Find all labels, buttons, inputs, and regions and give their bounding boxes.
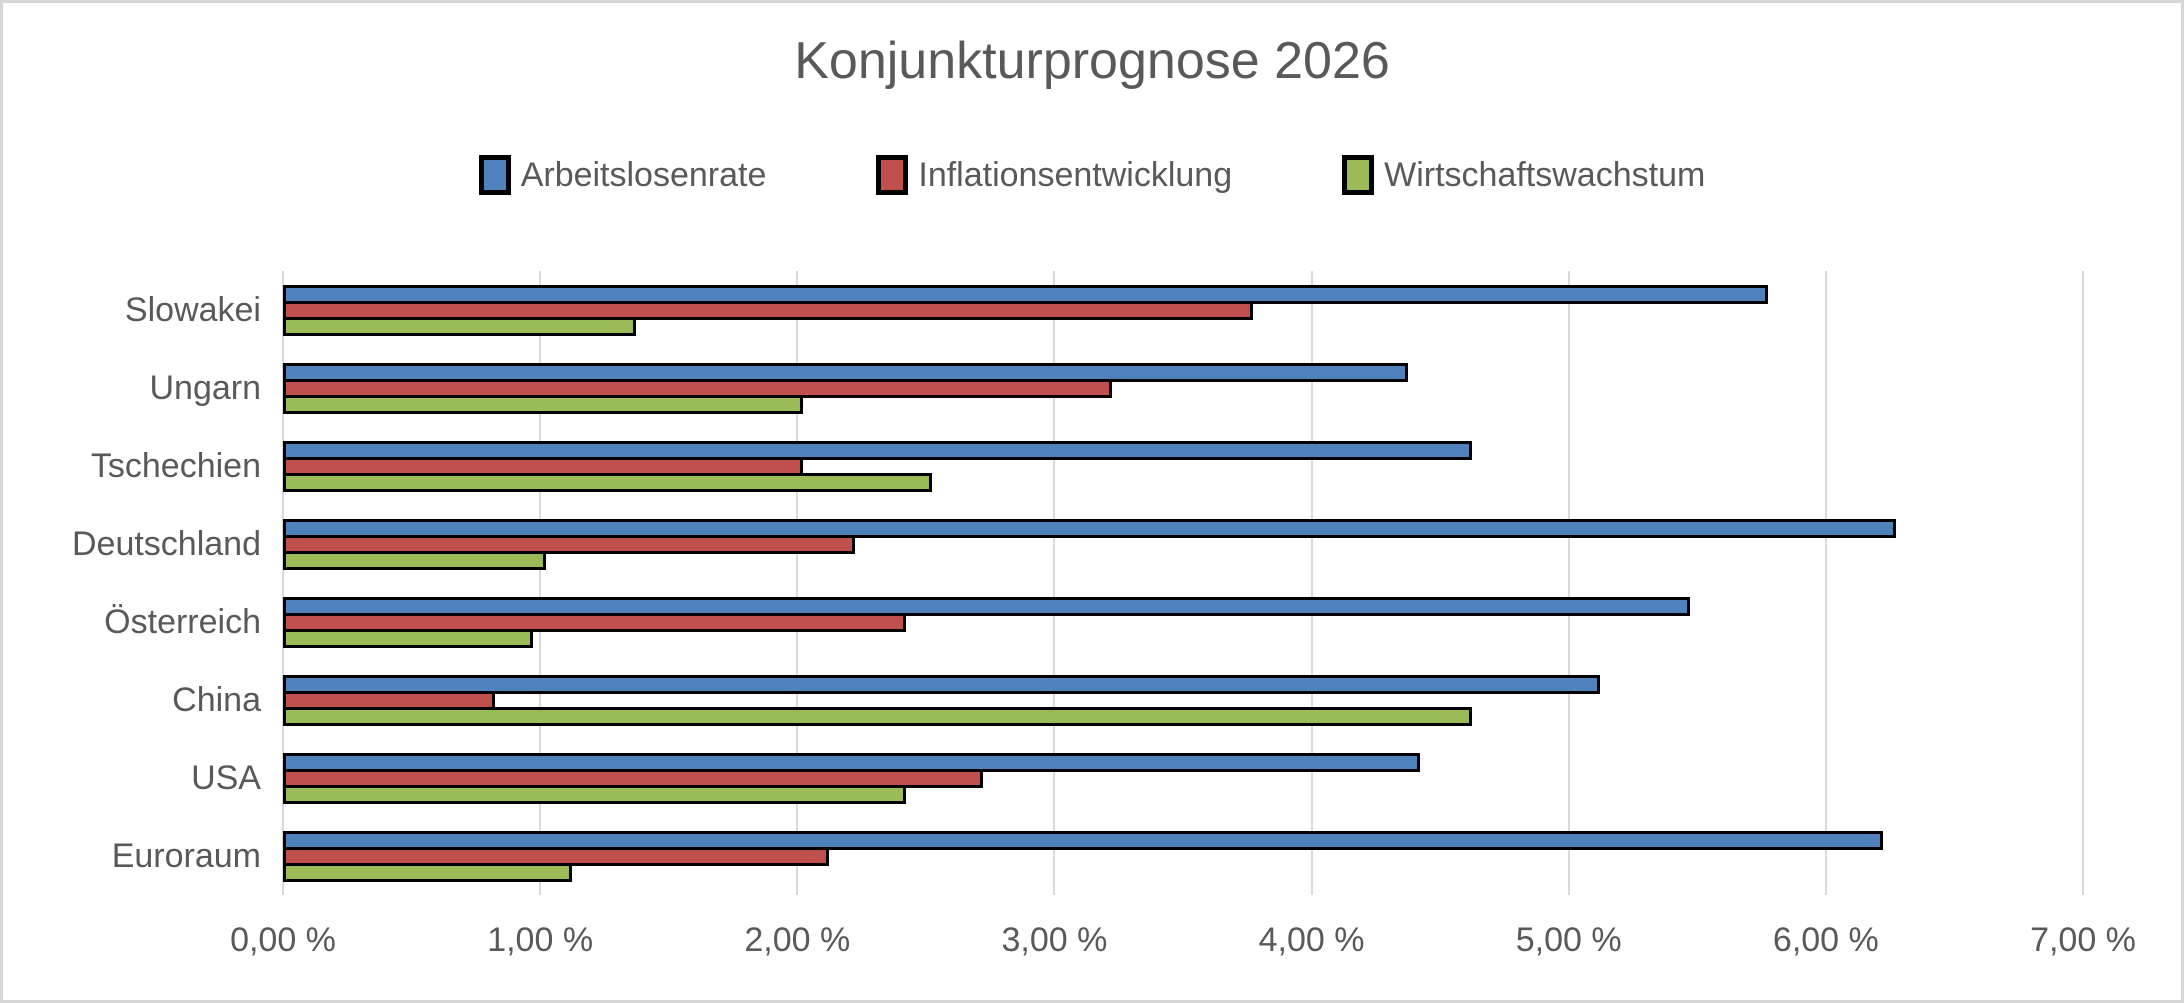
bar-arbeitslosenrate--sterreich[interactable] [283,596,1691,616]
category-label-usa: USA [191,759,261,797]
gridline [2082,271,2084,895]
bar-wirtschaftswachstum--sterreich[interactable] [283,628,534,648]
category-label-ungarn: Ungarn [149,369,261,407]
bar-inflationsentwicklung-slowakei[interactable] [283,300,1254,320]
legend: Arbeitslosenrate Inflationsentwicklung Wir… [3,155,2181,195]
x-tick-label: 4,00 % [1258,921,1365,959]
bar-arbeitslosenrate-euroraum[interactable] [283,830,1884,850]
bar-wirtschaftswachstum-deutschland[interactable] [283,550,547,570]
bar-wirtschaftswachstum-ungarn[interactable] [283,394,804,414]
bar-inflationsentwicklung-deutschland[interactable] [283,534,855,554]
bar-group-deutschland [283,505,2083,583]
legend-marker-icon [478,155,511,195]
legend-label: Inflationsentwicklung [918,155,1233,194]
legend-label: Arbeitslosenrate [520,155,767,194]
bar-arbeitslosenrate-tschechien[interactable] [283,440,1472,460]
category-label-slowakei: Slowakei [124,291,261,329]
bar-arbeitslosenrate-china[interactable] [283,674,1601,694]
legend-item-inflationsentwicklung[interactable]: Inflationsentwicklung [876,155,1232,195]
bar-group-slowakei [283,271,2083,349]
category-label-euroraum: Euroraum [111,837,261,875]
x-tick-label: 1,00 % [487,921,594,959]
bar-inflationsentwicklung--sterreich[interactable] [283,612,907,632]
bar-group-euroraum [283,817,2083,895]
category-label-china: China [172,681,261,719]
bar-wirtschaftswachstum-slowakei[interactable] [283,316,637,336]
gridline [539,271,542,895]
x-tick-label: 5,00 % [1515,921,1622,959]
legend-marker-icon [1342,155,1375,195]
chart-title: Konjunkturprognose 2026 [794,32,1390,90]
bar-wirtschaftswachstum-china[interactable] [283,706,1472,726]
bar-arbeitslosenrate-deutschland[interactable] [283,518,1897,538]
category-label-deutschland: Deutschland [71,525,261,563]
bar-group-usa [283,739,2083,817]
gridline [1824,271,1827,895]
gridline [1310,271,1313,895]
category-axis: Slowakei Ungarn Tschechien Deutschland Öster… [3,271,261,895]
gridline [1567,271,1570,895]
bar-group-china [283,661,2083,739]
bar-group-tschechien [283,427,2083,505]
x-tick-label: 6,00 % [1772,921,1879,959]
bar-group--sterreich [283,583,2083,661]
bar-wirtschaftswachstum-usa[interactable] [283,784,907,804]
legend-marker-icon [876,155,909,195]
x-tick-label: 3,00 % [1001,921,1108,959]
x-tick-label: 2,00 % [744,921,851,959]
category-label--sterreich: Österreich [104,603,261,641]
gridline [1053,271,1056,895]
bar-group-ungarn [283,349,2083,427]
bar-wirtschaftswachstum-euroraum[interactable] [283,862,572,882]
category-label-tschechien: Tschechien [90,447,261,485]
x-tick-label: 0,00 % [230,921,336,959]
bar-wirtschaftswachstum-tschechien[interactable] [283,472,932,492]
x-tick-label: 7,00 % [2030,921,2136,959]
gridline [796,271,799,895]
y-axis-line [282,271,284,895]
legend-label: Wirtschaftswachstum [1384,155,1706,194]
legend-item-wirtschaftswachstum[interactable]: Wirtschaftswachstum [1342,155,1705,195]
plot-area [282,271,2084,895]
value-axis: 0,00 % 1,00 % 2,00 % 3,00 % 4,00 % 5,00 % 6,00… [3,921,2181,981]
legend-item-arbeitslosenrate[interactable]: Arbeitslosenrate [478,155,767,195]
